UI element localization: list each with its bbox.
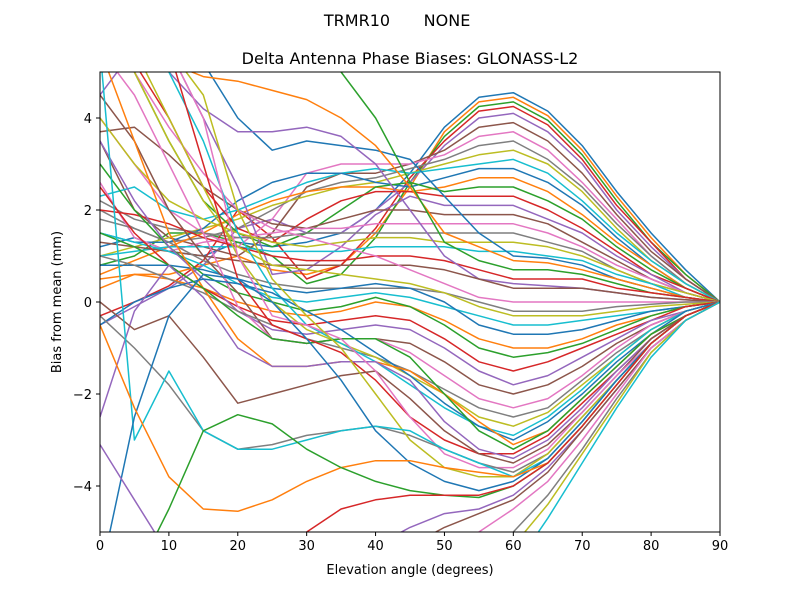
series-line-s14 [139,72,720,303]
series-line-s43 [100,232,720,450]
series-line-s60 [537,301,720,532]
series-line-s58 [511,301,720,532]
series-line-s40 [167,72,720,437]
x-axis-label: Elevation angle (degrees) [326,563,493,578]
x-tick-label: 60 [505,539,522,554]
y-tick-label: 4 [84,112,92,127]
series-line-s17 [100,182,720,303]
series-line-s16 [100,126,720,303]
series-line-s36 [100,94,720,395]
series-line-s23 [339,72,720,303]
series-line-s05 [100,112,720,326]
series-line-s20 [100,246,720,303]
x-tick-label: 30 [298,539,315,554]
series-line-s50 [101,72,720,478]
x-tick-label: 40 [367,539,384,554]
series-line-s25 [167,72,720,303]
x-tick-label: 70 [574,539,591,554]
y-tick-label: 2 [84,204,92,219]
x-axis: 0 10 20 30 40 50 60 70 80 90 [96,532,728,554]
series-line-s57 [477,301,720,532]
x-tick-label: 50 [436,539,453,554]
series-line-s47 [179,72,720,469]
series-line-s59 [523,301,720,532]
series-line-s21 [208,72,720,303]
series-line-s13 [133,72,720,303]
x-tick-label: 0 [96,539,104,554]
series-line-s30 [100,232,720,326]
series-line-s15 [100,72,720,303]
x-tick-label: 20 [230,539,247,554]
y-tick-label: −4 [73,480,92,495]
series-line-s29 [133,72,720,317]
series-line-s32 [100,273,720,349]
series-line-s45 [100,264,720,460]
x-tick-label: 80 [643,539,660,554]
series-line-s31 [100,264,720,335]
series-line-s51 [109,273,720,532]
y-axis: −4 −2 0 2 4 [73,112,100,495]
series-line-s54 [305,301,720,532]
chart-title: Delta Antenna Phase Biases: GLONASS-L2 [242,49,579,68]
y-tick-label: −2 [73,388,92,403]
suptitle-right: NONE [424,11,471,30]
y-tick-label: 0 [84,296,92,311]
series-line-s27 [133,72,720,303]
series-line-s22 [189,72,720,303]
suptitle-left: TRMR10 [323,11,390,30]
x-tick-label: 10 [161,539,178,554]
series-line-s37 [116,72,720,409]
series-line-s41 [100,278,720,441]
series-layer [100,72,720,532]
series-line-s19 [100,117,720,303]
y-axis-label: Bias from mean (mm) [50,231,65,373]
series-line-s56 [434,301,720,532]
x-tick-label: 90 [712,539,729,554]
series-line-s24 [100,209,720,303]
